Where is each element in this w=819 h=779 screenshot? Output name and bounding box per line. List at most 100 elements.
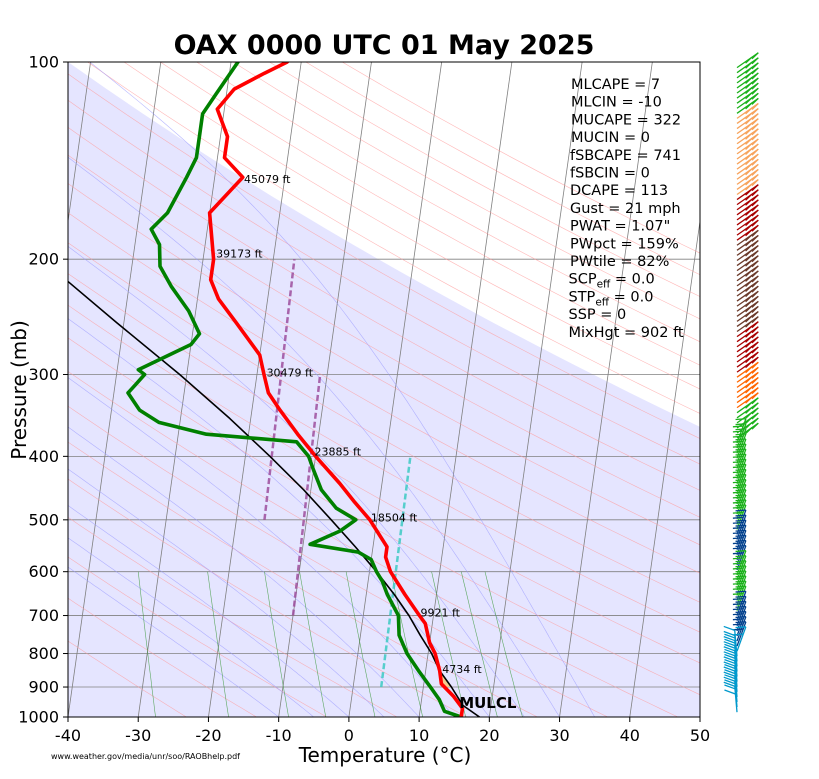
wind-barb-flag (723, 651, 735, 657)
wind-barb-flag (751, 118, 759, 126)
wind-barb-flag (724, 653, 736, 660)
wind-barb-flag (732, 608, 744, 611)
wind-barb-flag (745, 198, 753, 206)
wind-barb-flag (751, 219, 759, 227)
wind-barb-flag (751, 351, 759, 359)
wind-barb-flag (745, 315, 753, 323)
wind-barb-flag (745, 102, 753, 110)
wind-barb-flag (751, 184, 759, 192)
y-tick-label: 100 (28, 53, 59, 72)
wind-barb-flag (745, 56, 753, 64)
wind-barb-flag (723, 656, 735, 662)
wind-barb-flag (724, 633, 736, 639)
y-tick-label: 700 (28, 606, 59, 625)
wind-barb-flag (751, 57, 759, 65)
temperature-trace (207, 62, 465, 717)
wind-barb-flag (745, 229, 753, 237)
wind-barb-flag (735, 463, 746, 466)
wind-barb-flag (735, 458, 746, 461)
wind-barb-flag (735, 473, 746, 476)
wind-barb-flag (751, 72, 759, 80)
height-label: 18504 ft (371, 512, 418, 525)
wind-barb-flag (751, 153, 759, 161)
wind-barb-flag (735, 504, 746, 507)
wind-barb-flag (751, 82, 759, 90)
wind-barb-flag (723, 646, 735, 652)
wind-barb-flag (732, 603, 744, 606)
index-stp: STPeff = 0.0 (569, 289, 654, 308)
wind-barb-flag (735, 524, 746, 527)
moist-adiabat (68, 566, 279, 717)
wind-barb-flag (751, 209, 759, 217)
wind-barb-flag (732, 618, 744, 621)
wind-barb-flag (745, 300, 753, 308)
wind-barb-flag (745, 117, 753, 125)
y-tick-label: 800 (28, 644, 59, 663)
wind-barb-flag (732, 531, 744, 535)
wind-barb-flag (732, 430, 744, 433)
wind-barb-flag (732, 526, 744, 529)
dry-adiabat (160, 62, 700, 366)
height-label: 45079 ft (244, 173, 291, 186)
wind-barb-flag (732, 501, 744, 504)
mixing-ratio-line (264, 571, 289, 717)
isotherm-line (348, 62, 443, 717)
index-pwpct: PWpct = 159% (570, 236, 679, 252)
wind-barb-flag (735, 428, 746, 431)
wind-barb-flag (745, 71, 753, 79)
moist-adiabat (68, 246, 525, 717)
wind-barb-flag (751, 341, 759, 349)
wind-barb-flag (751, 102, 759, 110)
wind-barb-flag (735, 519, 746, 522)
wind-barb-flag (732, 613, 744, 616)
wind-barb-flag (751, 397, 759, 405)
wind-barb-flag (745, 92, 753, 100)
mixing-ratio-line (137, 571, 156, 717)
x-tick-label: -30 (125, 726, 151, 745)
wind-barb-flag (745, 112, 753, 120)
wind-barb-flag (732, 516, 744, 519)
wind-barb-flag (735, 570, 746, 573)
wind-barb-flag (732, 552, 744, 555)
wind-barb-flag (732, 587, 744, 590)
wind-barb-flag (735, 484, 746, 487)
height-label: 9921 ft (420, 607, 460, 620)
wind-barb-flag (724, 689, 736, 695)
wind-barb-flag (751, 275, 759, 283)
wind-barb-flag (745, 325, 753, 333)
wind-barb-flag (745, 290, 753, 298)
index-mucin: MUCIN = 0 (571, 130, 650, 146)
dry-adiabat (68, 242, 700, 603)
wind-barb-flag (751, 62, 759, 70)
wind-barb-flag (735, 423, 746, 426)
x-tick-label: 40 (620, 726, 640, 745)
dry-adiabat (68, 405, 608, 717)
wind-barb-flag (724, 679, 736, 685)
wind-barb-flag (745, 371, 753, 379)
dry-adiabat (196, 62, 700, 343)
wind-barb-flag (745, 356, 753, 364)
wind-barb-flag (735, 509, 746, 512)
index-mlcin: MLCIN = -10 (571, 95, 662, 111)
wind-barb-flag (732, 547, 744, 550)
index-pwtile: PWtile = 82% (570, 254, 669, 270)
plot-frame (67, 61, 701, 718)
index-ssp: SSP = 0 (569, 307, 627, 323)
index-scp: SCPeff = 0.0 (569, 272, 655, 291)
wind-barb-flag (732, 597, 744, 601)
wind-barb-flag (745, 396, 753, 404)
isotherm-line (137, 62, 232, 717)
wind-barb-flag (751, 290, 759, 298)
wind-barb-flag (745, 122, 753, 130)
index-fsbcape: fSBCAPE = 741 (570, 148, 681, 164)
wind-barb-flag (745, 208, 753, 216)
wind-barb-flag (732, 481, 744, 484)
wind-barb-flag (732, 562, 744, 565)
wind-barb-flag (751, 97, 759, 105)
dry-adiabat (68, 73, 700, 439)
wind-barb-flag (751, 346, 759, 354)
moist-adiabat (68, 505, 350, 717)
wind-barb-flag (735, 478, 746, 482)
moist-adiabat (68, 156, 560, 717)
wind-barb-flag (745, 411, 753, 419)
